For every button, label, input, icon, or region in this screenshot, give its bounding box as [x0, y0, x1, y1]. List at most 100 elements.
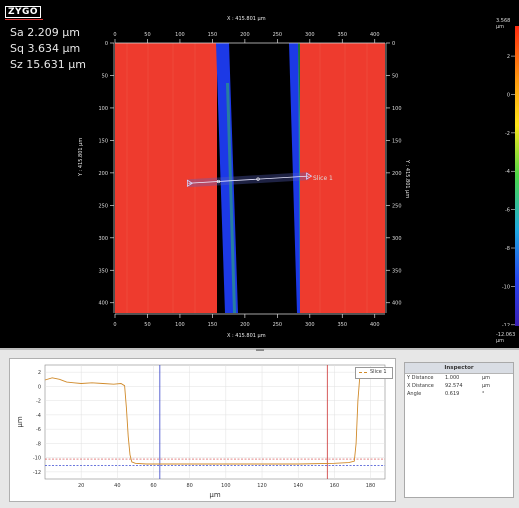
x-tick-label-top: 350: [337, 32, 347, 38]
y-tick-label-left: 400: [98, 301, 108, 307]
y-tick-label-right: 250: [392, 203, 402, 209]
y-tick-label-left: 0: [105, 41, 108, 47]
surface-map[interactable]: [115, 43, 385, 313]
inspector-title: Inspector: [405, 363, 513, 374]
inspector-row-value: 0.619: [445, 391, 460, 397]
x-tick-label: 180: [366, 483, 376, 489]
x-tick-label-bottom: 400: [370, 322, 380, 328]
stat-sq: Sq 3.634 µm: [10, 42, 80, 55]
y-tick-label-left: 250: [98, 203, 108, 209]
y-tick-label-left: 100: [98, 106, 108, 112]
inspector-row-unit: µm: [482, 383, 491, 389]
colorbar-tick-label: -6: [505, 208, 510, 214]
map-left-plateau: [115, 43, 217, 313]
y-tick-label: 2: [38, 370, 41, 376]
inspector-row-unit: °: [482, 391, 485, 397]
x-tick-label: 120: [257, 483, 267, 489]
colorbar-tick-label: -8: [505, 246, 510, 252]
x-tick-label-top: 100: [175, 32, 185, 38]
colorbar-tick-label: -12: [502, 323, 510, 326]
x-tick-label-bottom: 100: [175, 322, 185, 328]
y-tick-label: 0: [38, 384, 41, 390]
colorbar-tick-label: -10: [502, 284, 510, 290]
x-tick-label: 140: [293, 483, 303, 489]
x-tick-label-bottom: 300: [305, 322, 315, 328]
colorbar-tick-label: -4: [505, 169, 510, 175]
stat-sz-label: Sz: [10, 58, 23, 71]
y-axis-caption-left: Y : 415.801 µm: [78, 137, 84, 176]
x-tick-label-top: 0: [113, 32, 116, 38]
colorbar-gradient: [515, 26, 519, 326]
map-left-edge: [226, 83, 236, 313]
stat-sz-unit: µm: [68, 58, 86, 71]
y-tick-label-right: 100: [392, 106, 402, 112]
legend-line-swatch: [359, 372, 367, 373]
x-tick-label-top: 300: [305, 32, 315, 38]
stat-sq-value: 3.634: [27, 42, 59, 55]
x-tick-label-bottom: 0: [113, 322, 116, 328]
y-tick-label-right: 0: [392, 41, 395, 47]
map-ruler-right: 0 50 100 150 200 250 300 350 400: [385, 41, 402, 313]
stat-sz-value: 15.631: [26, 58, 65, 71]
colorbar-tick-label: 2: [507, 54, 510, 60]
x-tick-label-bottom: 150: [208, 322, 218, 328]
colorbar-min: -12.063 µm: [496, 332, 516, 344]
slice-end-arrow: [306, 172, 313, 180]
y-tick-label: -4: [36, 413, 41, 419]
slice-start-arrow: [186, 179, 194, 187]
y-tick-label-right: 300: [392, 236, 402, 242]
y-tick-label: -2: [36, 399, 41, 405]
map-ruler-bottom: 0 50 100 150 200 250 300 350 400: [113, 313, 385, 328]
y-tick-label-right: 400: [392, 301, 402, 307]
x-tick-label-top: 400: [370, 32, 380, 38]
slice-line: [188, 175, 309, 184]
y-tick-label-right: 50: [392, 73, 398, 79]
x-tick-label: 40: [114, 483, 120, 489]
x-tick-label-top: 50: [144, 32, 150, 38]
inspector-row-value: 92.574: [445, 383, 463, 389]
inspector-row-label: Y Distance: [407, 375, 434, 381]
inspector-row-value: 1.000: [445, 375, 460, 381]
panel-splitter[interactable]: [256, 349, 264, 351]
legend-label: Slice 1: [370, 369, 387, 375]
logo-underline: [5, 19, 43, 20]
colorbar-max: 3.568 µm: [496, 18, 511, 30]
slice-label[interactable]: Slice 1: [313, 175, 333, 182]
y-tick-label-left: 200: [98, 171, 108, 177]
inspector-row: X Distance 92.574 µm: [405, 382, 513, 390]
y-tick-label-left: 150: [98, 138, 108, 144]
y-tick-label-left: 350: [98, 268, 108, 274]
x-tick-label-top: 250: [273, 32, 283, 38]
stat-sq-label: Sq: [10, 42, 24, 55]
x-tick-label: 160: [330, 483, 340, 489]
x-tick-label: 20: [78, 483, 84, 489]
x-tick-label-top: 150: [208, 32, 218, 38]
x-tick-label-bottom: 50: [144, 322, 150, 328]
stat-sz: Sz 15.631 µm: [10, 58, 86, 71]
x-axis-caption-bottom: X : 415.801 µm: [227, 333, 266, 339]
x-tick-label: 100: [221, 483, 231, 489]
y-axis-label: µm: [16, 416, 24, 427]
y-tick-label-right: 200: [392, 171, 402, 177]
x-tick-label: 80: [186, 483, 192, 489]
surface-map-panel: ZYGO Sa 2.209 µm Sq 3.634 µm Sz 15.631 µ…: [5, 6, 519, 344]
x-axis-label: µm: [209, 491, 220, 499]
slice-overlay: [186, 172, 313, 188]
x-tick-label-bottom: 200: [240, 322, 250, 328]
y-tick-label-right: 350: [392, 268, 402, 274]
stat-sa: Sa 2.209 µm: [10, 26, 80, 39]
profile-plot-area: [44, 364, 386, 480]
y-tick-label: -10: [33, 456, 41, 462]
map-right-plateau: [300, 43, 385, 313]
y-tick-label: -12: [33, 470, 41, 476]
colorbar: 2 0 -2 -4 -6 -8 -10 -12: [502, 26, 519, 326]
slice-handle: [256, 177, 260, 181]
map-ruler-left: 0 50 100 150 200 250 300 350 400: [98, 41, 115, 313]
y-tick-label-right: 150: [392, 138, 402, 144]
stat-sa-unit: µm: [62, 26, 80, 39]
x-tick-label-bottom: 250: [273, 322, 283, 328]
stat-sa-value: 2.209: [27, 26, 59, 39]
profile-legend: Slice 1: [355, 367, 393, 379]
map-texture: [126, 43, 368, 313]
